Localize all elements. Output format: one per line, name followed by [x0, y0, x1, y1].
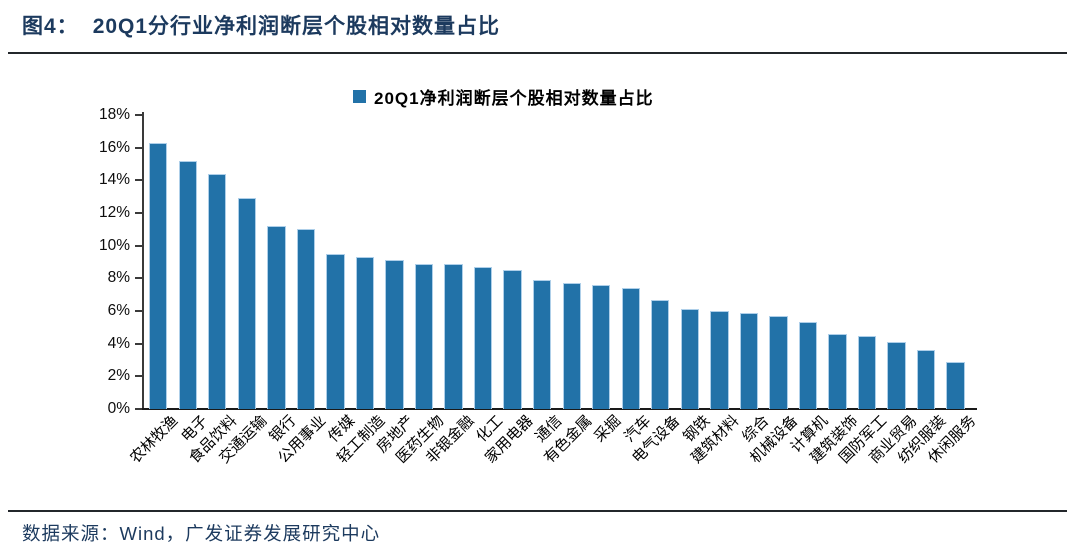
y-axis-tick: [135, 244, 142, 247]
y-axis-tick: [135, 408, 142, 410]
bar-建筑装饰: [828, 333, 847, 409]
y-axis-label: 14%: [98, 171, 130, 189]
bar-采掘: [592, 284, 611, 409]
y-axis-tick: [135, 212, 142, 214]
y-axis-label: 16%: [98, 138, 130, 156]
y-axis-label: 10%: [98, 236, 130, 254]
bar-房地产: [385, 260, 404, 409]
x-axis-label: 采掘: [591, 412, 625, 446]
page-title: 图4： 20Q1分行业净利润断层个股相对数量占比: [22, 10, 500, 40]
x-axis-line: [142, 407, 977, 410]
bar-通信: [532, 279, 552, 409]
y-axis-label: 0%: [107, 400, 130, 417]
bar-医药生物: [414, 263, 434, 409]
y-axis-label: 8%: [107, 269, 130, 287]
bar-食品饮料: [208, 173, 227, 409]
figure-title-text: 20Q1分行业净利润断层个股相对数量占比: [92, 15, 501, 38]
bar-休闲服务: [946, 361, 965, 409]
y-axis-label: 12%: [98, 204, 130, 221]
y-axis-label: 2%: [107, 367, 130, 385]
bar-商业贸易: [887, 342, 906, 409]
legend-label: 20Q1净利润断层个股相对数量占比: [374, 89, 654, 108]
bar-综合: [739, 312, 759, 409]
y-axis-tick: [135, 342, 142, 345]
bar-电子: [178, 160, 197, 409]
bar-家用电器: [503, 270, 522, 409]
bar-国防军工: [857, 335, 877, 409]
y-axis-label: 4%: [107, 334, 130, 352]
bar-化工: [473, 266, 493, 409]
bar-有色金属: [562, 283, 581, 409]
bar-传媒: [326, 253, 345, 409]
footer-divider: [8, 510, 1067, 512]
y-axis-tick: [135, 179, 142, 182]
bar-机械设备: [769, 315, 788, 409]
bar-农林牧渔: [149, 142, 168, 409]
y-axis-tick: [135, 310, 142, 312]
y-axis-tick: [135, 114, 142, 116]
bar-非银金融: [444, 263, 463, 409]
data-source-note: 数据来源：Wind，广发证券发展研究中心: [22, 523, 381, 544]
legend-square-icon: [353, 90, 366, 103]
bar-公用事业: [296, 229, 316, 409]
title-divider: [8, 52, 1067, 54]
bar-汽车: [621, 288, 640, 409]
bar-轻工制造: [355, 257, 375, 409]
bar-银行: [267, 226, 286, 409]
y-axis-tick: [135, 375, 142, 378]
bar-交通运输: [237, 198, 256, 409]
figure-label: 图4：: [22, 15, 79, 38]
y-axis-tick: [135, 146, 142, 149]
y-axis-line: [142, 112, 144, 409]
y-axis-tick: [135, 277, 142, 280]
bar-计算机: [798, 322, 818, 409]
y-axis-label: 18%: [98, 106, 130, 123]
bar-建筑材料: [710, 311, 729, 409]
bar-纺织服装: [916, 350, 936, 409]
chart-legend: 20Q1净利润断层个股相对数量占比: [353, 84, 654, 109]
y-axis-label: 6%: [107, 302, 130, 319]
x-axis-label: 农林牧渔: [127, 412, 182, 467]
bar-电气设备: [651, 299, 670, 409]
bar-钢铁: [680, 309, 700, 409]
